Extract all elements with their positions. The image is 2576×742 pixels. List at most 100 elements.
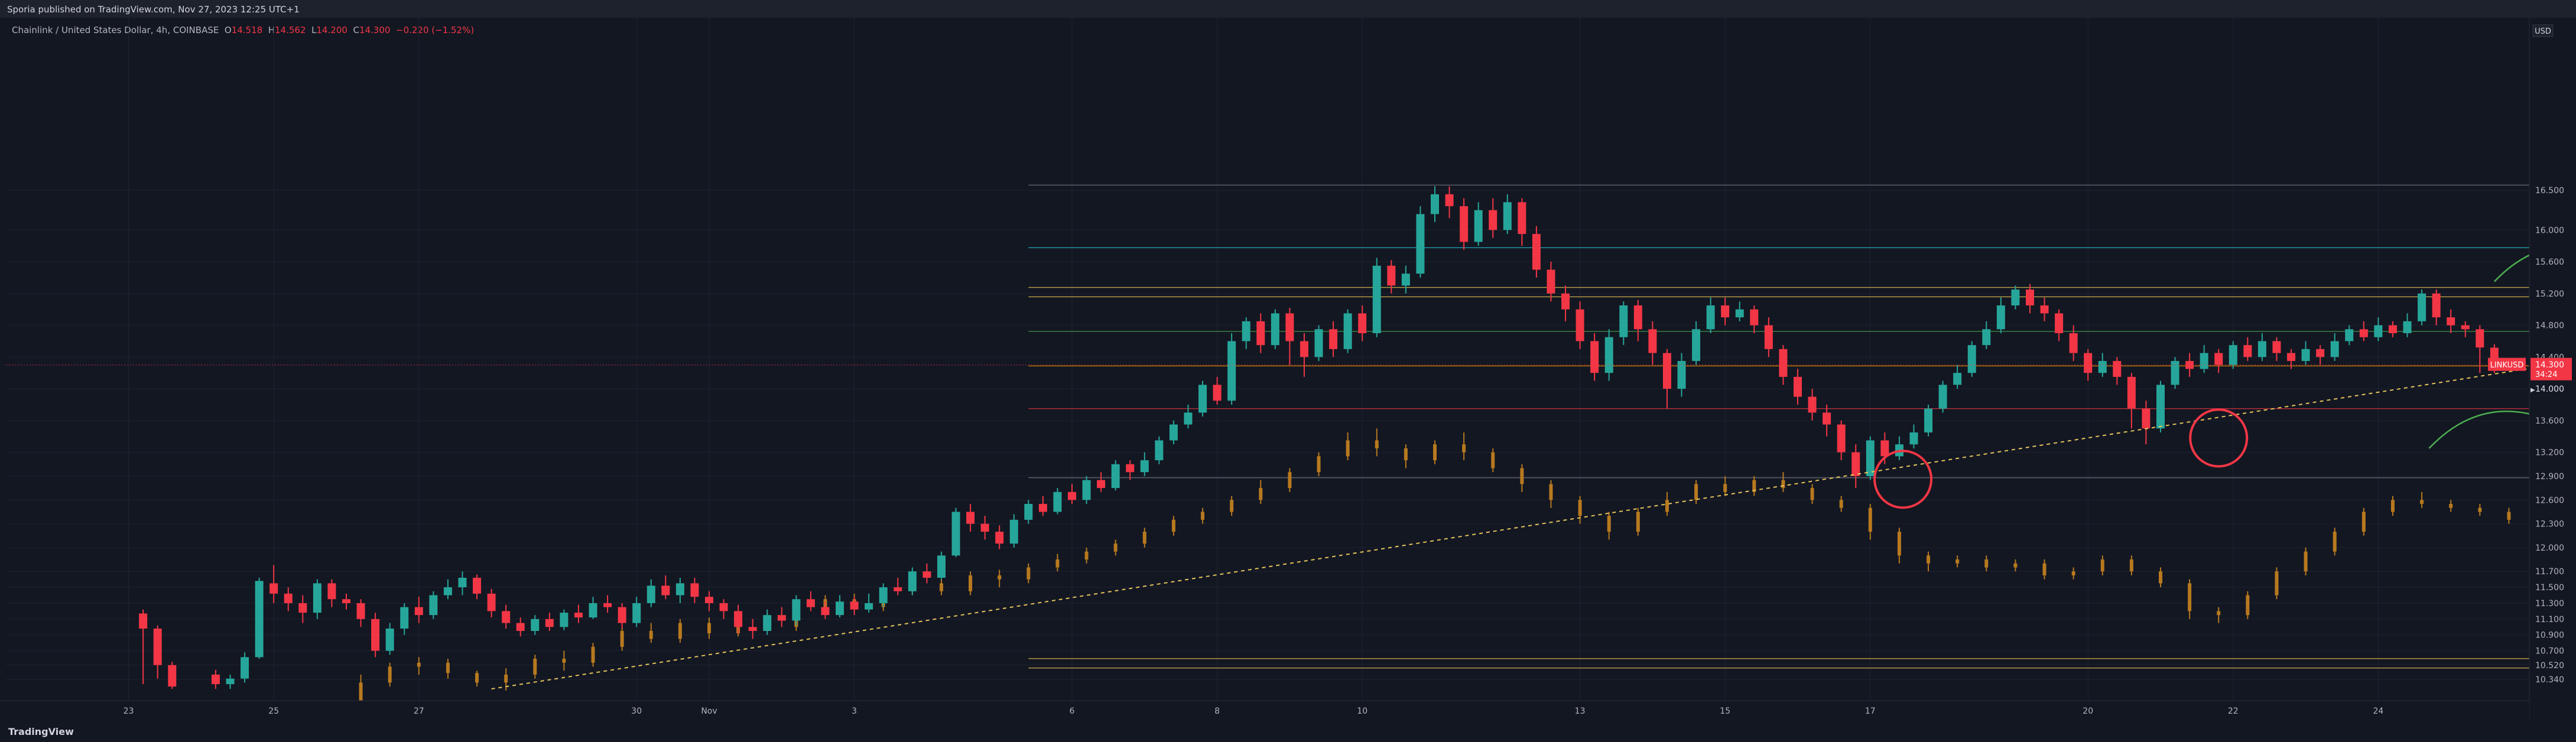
overlay-candle xyxy=(1810,484,1814,504)
candle-body xyxy=(2055,313,2064,334)
candle-body xyxy=(2042,563,2046,575)
overlay-candles xyxy=(359,428,2569,711)
overlay-candle xyxy=(1346,432,1350,461)
time-axis[interactable]: 1316182023252730Nov368101315172022242729… xyxy=(0,700,2576,721)
candle xyxy=(2098,353,2107,377)
candle-body xyxy=(2025,289,2034,305)
candle xyxy=(241,652,249,683)
candle-body xyxy=(850,601,859,610)
overlay-candle xyxy=(1984,555,1989,572)
candle-body xyxy=(937,555,946,578)
candle-body xyxy=(1300,341,1308,357)
candle-body xyxy=(1053,492,1062,512)
symbol-tag-text: LINKUSD xyxy=(2490,361,2524,370)
candle-body xyxy=(1578,500,1582,516)
candle-body xyxy=(1665,500,1669,512)
overlay-candle xyxy=(1230,496,1234,516)
candle-body xyxy=(1097,480,1106,489)
candle xyxy=(2142,401,2151,445)
highlight-circle[interactable] xyxy=(1873,450,1933,509)
candle xyxy=(545,613,554,632)
currency-label[interactable]: USD xyxy=(2532,24,2554,37)
price-tick: 12.000 xyxy=(2535,544,2564,553)
candle-body xyxy=(473,577,482,594)
candle xyxy=(589,597,597,619)
candle-body xyxy=(894,587,902,591)
time-tick: 17 xyxy=(1865,707,1876,716)
candle-body xyxy=(417,662,421,667)
price-candles xyxy=(139,186,2499,689)
candle xyxy=(1866,436,1875,480)
candle-body xyxy=(1024,503,1033,520)
highlight-circle[interactable] xyxy=(2189,408,2249,468)
price-chart[interactable]: 1 (16.565)0.786 (15.777)0.65 (15.276)0.6… xyxy=(0,18,2576,721)
candle-body xyxy=(2142,408,2151,429)
overlay-candle xyxy=(1868,503,1872,540)
candle-body xyxy=(1794,376,1802,397)
overlay-candle xyxy=(1578,496,1582,524)
candle xyxy=(2388,321,2397,337)
tradingview-logo[interactable]: TradingView xyxy=(8,726,74,737)
legend-open: 14.518 xyxy=(231,25,263,35)
candle-body xyxy=(1897,532,1901,556)
candle-body xyxy=(980,523,989,532)
candle-body xyxy=(836,601,844,616)
candle-body xyxy=(1607,516,1611,532)
candle xyxy=(356,599,365,627)
price-tick: 12.900 xyxy=(2535,472,2564,481)
candle-body xyxy=(719,603,728,611)
candle xyxy=(414,597,423,623)
candle xyxy=(1372,258,1381,337)
candle-body xyxy=(1837,424,1846,453)
candle xyxy=(1561,285,1570,321)
candle xyxy=(850,597,859,616)
candle-body xyxy=(2214,353,2223,365)
candle xyxy=(1590,333,1599,381)
candle-body xyxy=(1532,234,1541,270)
price-axis[interactable]: USD16.50016.00015.60015.20014.80014.4001… xyxy=(2488,18,2576,721)
fib-retracement[interactable]: 1 (16.565)0.786 (15.777)0.65 (15.276)0.6… xyxy=(1028,181,2576,673)
candle-body xyxy=(139,613,148,629)
overlay-candle xyxy=(1084,547,1089,564)
candle-body xyxy=(1256,321,1265,346)
candle-body xyxy=(1489,210,1497,230)
candle xyxy=(1329,321,1338,357)
candle-body xyxy=(1084,551,1089,560)
time-tick: 8 xyxy=(1214,707,1220,716)
overlay-candle xyxy=(2420,492,2424,508)
candle xyxy=(1300,333,1308,377)
candle-body xyxy=(1927,555,1931,564)
candle-body xyxy=(2156,385,2165,429)
candle-body xyxy=(1372,265,1381,334)
overlay-candle xyxy=(1520,464,1524,492)
overlay-candle xyxy=(1665,492,1669,516)
time-tick: Nov xyxy=(701,707,717,716)
candle-body xyxy=(443,587,452,595)
candle-body xyxy=(661,585,670,595)
overlay-candle xyxy=(2071,567,2075,580)
candle xyxy=(618,603,626,629)
candle-body xyxy=(2013,563,2018,568)
overlay-candle xyxy=(2390,496,2395,516)
candle xyxy=(1271,309,1279,349)
candle xyxy=(1097,472,1106,492)
candle xyxy=(2287,349,2296,369)
annotations[interactable] xyxy=(6,18,2576,701)
price-tick: 10.900 xyxy=(2535,631,2564,640)
trendline[interactable] xyxy=(491,198,2576,690)
candle-body xyxy=(908,571,917,591)
candle-body xyxy=(475,673,479,683)
candle-body xyxy=(1781,480,1785,489)
candle-body xyxy=(2390,500,2395,512)
candle-body xyxy=(806,599,815,607)
overlay-candle xyxy=(1142,528,1146,548)
candle-body xyxy=(707,623,711,634)
candle-body xyxy=(1242,321,1250,341)
candle-body xyxy=(533,659,537,675)
overlay-candle xyxy=(1491,448,1495,473)
overlay-candle xyxy=(1694,480,1698,504)
legend-high: 14.562 xyxy=(275,25,306,35)
candle xyxy=(1387,260,1396,294)
candle xyxy=(327,579,336,607)
curved-arrow[interactable] xyxy=(2493,245,2576,361)
